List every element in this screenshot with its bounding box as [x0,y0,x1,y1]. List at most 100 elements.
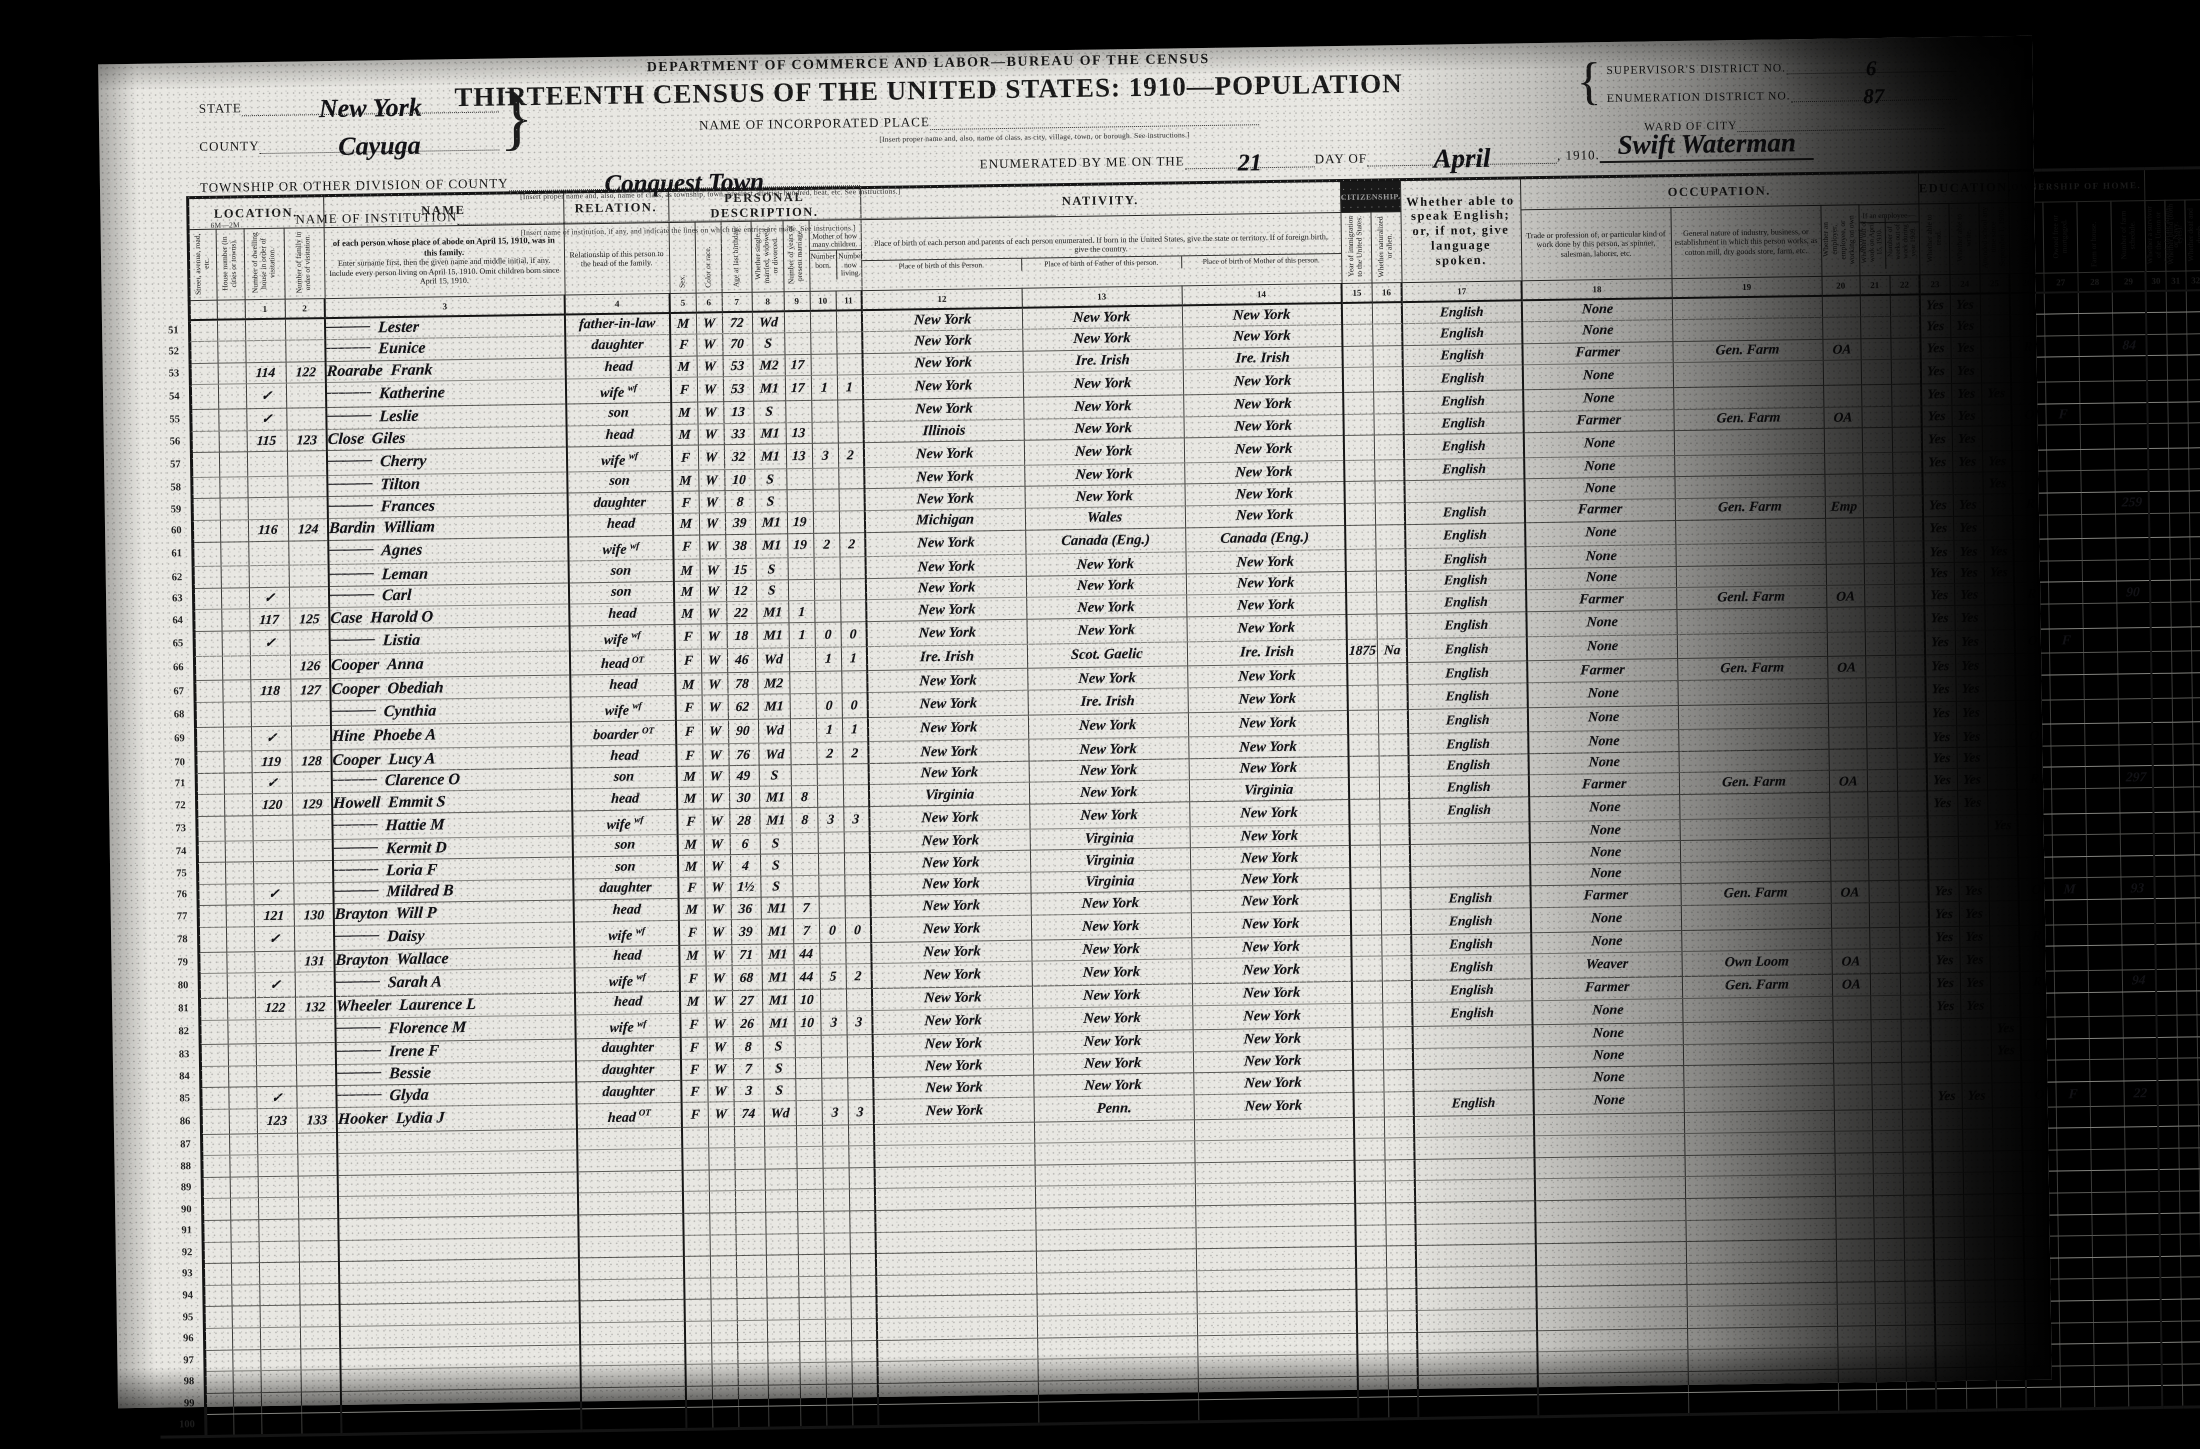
cell-immig [1349,845,1381,868]
cell-fbirth: New York [1022,370,1184,398]
cell-read [1935,1323,1966,1346]
cell-farmhouse [2090,1170,2126,1193]
cell-relation: daughter [573,877,679,901]
cell-deaf [2195,968,2200,991]
cell-dwelling [250,701,291,727]
cell-outwork [1863,563,1895,586]
cell-immig [1343,391,1374,415]
cell-house [230,1262,260,1285]
cell-family [292,860,334,883]
cell-house [231,1327,261,1350]
cell-sex: M [679,990,707,1013]
cell-own [2015,674,2050,701]
cell-marital: M1 [759,807,792,833]
cell-read [1933,1194,1964,1217]
cell-fbirth: New York [1031,959,1192,987]
cell-relation: head OT [576,1102,682,1129]
cell-outwork [1868,902,1900,928]
cell-fbirth: New York [1032,1051,1194,1076]
cell-outwork [1864,606,1895,632]
col-number-farmhouse: 28 [2077,272,2112,293]
cell-blind [2180,1255,2200,1278]
cell-age: 72 [721,311,753,334]
cell-dwelling [257,1154,298,1177]
cell-farmhouse [2084,766,2120,789]
cell-age [738,1406,769,1429]
cell-own: O [2014,628,2050,654]
cell-industry: Gen. Farm [1680,881,1831,906]
cell-street [197,883,226,906]
cell-age [734,1147,765,1170]
cell-natur [1380,866,1411,889]
cell-mbirth [1195,1203,1356,1228]
cell-house [224,861,254,884]
cell-industry [1679,816,1830,841]
col-number-immig: 15 [1341,283,1372,303]
cell-emp [1828,748,1867,771]
cell-dwelling: 115 [246,429,287,452]
cell-industry [1685,1196,1836,1221]
cell-weeks [1895,676,1926,702]
cell-sex: F [675,694,702,720]
cell-english: English [1408,731,1529,756]
cell-free [2047,514,2082,540]
cell-fbirth [1034,1162,1195,1187]
cell-marital: S [762,1035,795,1058]
cell-yrs: 13 [785,421,812,444]
cell-industry [1679,792,1830,820]
cell-write [1961,1061,1992,1084]
cell-trade: None [1533,1065,1684,1090]
line-number: 88 [156,1155,202,1178]
cell-marital: M1 [754,511,788,534]
cell-write: Yes [1958,900,1990,927]
cell-farmhouse [2077,291,2113,314]
cell-relation: wife wf [573,920,680,947]
cell-industry [1686,1304,1838,1329]
cell-weeks [1903,1238,1935,1261]
line-number: 53 [144,363,190,386]
cell-vet [2153,787,2174,813]
cell-natur [1372,345,1403,368]
cell-blind [2171,651,2192,674]
cell-read: Yes [1922,451,1953,474]
cell-born [826,1405,853,1428]
cell-outwork [1860,359,1892,385]
cell-write: Yes [1957,789,1988,816]
cell-weeks [1899,948,1930,974]
col-write-header: Whether able to write. [1948,203,1980,275]
cell-living [837,421,864,444]
cell-fbirth: New York [1027,712,1189,740]
cell-born: 1 [810,375,838,401]
cell-family [291,771,332,794]
cell-dwelling [260,1348,301,1371]
cell-mbirth: New York [1186,592,1347,617]
cell-free [2048,581,2083,605]
cell-outwork [1868,880,1899,903]
cell-age: 78 [727,672,758,695]
cell-trade: None [1527,705,1679,732]
cell-read: Yes [1921,426,1953,452]
cell-street [195,794,225,817]
col-trade-header: Trade or profession of, or particular ki… [1520,207,1672,281]
cell-free [2050,745,2085,768]
cell-weeks [1897,837,1929,860]
cell-emp: OA [1822,338,1861,361]
cell-vet [2160,1299,2182,1322]
cell-dwelling [252,861,294,884]
cell-relation: wife wf [569,624,675,651]
cell-school [1995,1366,2027,1389]
cell-relation [579,1321,686,1345]
col-number-living: 11 [835,290,862,311]
line-number: 70 [150,751,196,775]
cell-yrs: 7 [792,896,819,919]
cell-outwork [1864,630,1896,657]
cell-living [837,399,864,422]
cell-write: Yes [1959,947,1990,973]
cell-yrs [787,579,815,602]
cell-street [202,1263,232,1286]
cell-birth: New York [867,668,1028,693]
cell-vet [2154,898,2176,924]
cell-deaf [2189,558,2200,581]
cell-own [2017,813,2052,836]
cell-trade: None [1528,729,1679,754]
